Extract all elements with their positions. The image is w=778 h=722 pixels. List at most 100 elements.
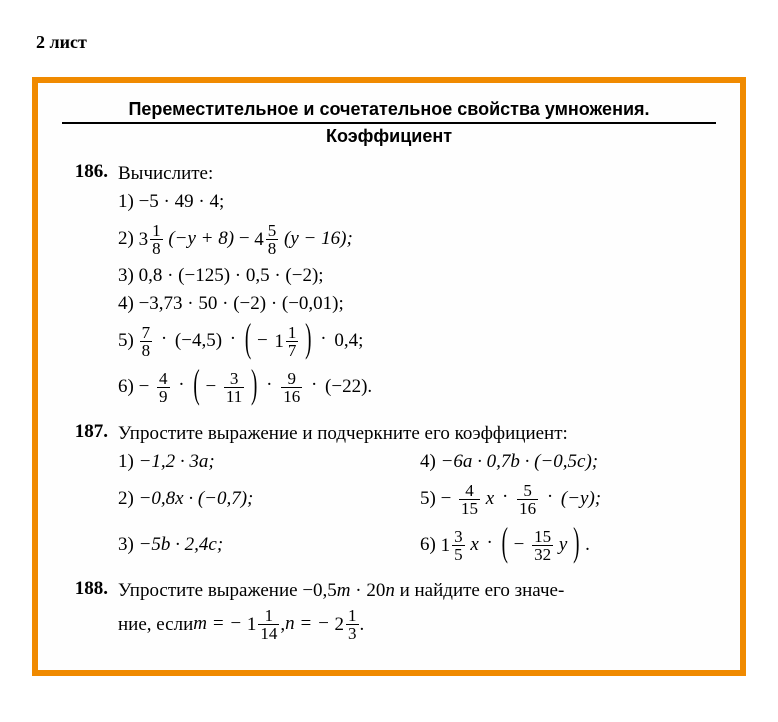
mixed-number: 4 5 8	[254, 222, 279, 257]
item-expression: − 4 15 x · 5 16	[441, 482, 602, 517]
item-label: 4)	[118, 293, 134, 316]
content-frame: Переместительное и сочетательное свойств…	[32, 77, 746, 676]
item-expression: −5 · 49 · 4;	[139, 191, 225, 214]
item-6: 6) − 4 9 · ( − 3 11	[118, 367, 722, 409]
item-4: 4) −6a · 0,7b · (−0,5c);	[420, 450, 722, 474]
minus-sign: −	[441, 488, 454, 511]
denominator: 9	[157, 388, 170, 405]
paren-group: (−4,5)	[175, 330, 222, 351]
equation-m: m = − 1 1 14	[193, 607, 280, 642]
mixed-number: 1 1 7	[274, 324, 299, 359]
problem-186: 186. Вычислите: 1) −5 · 49 · 4; 2) 3	[56, 161, 722, 413]
denominator: 15	[459, 500, 480, 517]
item-3: 3) −5b · 2,4c;	[118, 524, 420, 566]
problem-body: Упростите выражение и подчеркните его ко…	[118, 421, 722, 571]
page: 2 лист Переместительное и сочетательное …	[0, 0, 778, 700]
text-fragment: Упростите выражение −0,5	[118, 580, 337, 601]
item-2: 2) 3 1 8 (−y + 8) −	[118, 219, 722, 261]
problem-number: 187.	[56, 421, 118, 443]
fraction: 15 32	[532, 528, 553, 563]
item-2: 2) −0,8x · (−0,7);	[118, 478, 420, 520]
text-fragment: ние, если	[118, 612, 193, 638]
mixed-number: 3 1 8	[139, 222, 164, 257]
numerator: 3	[452, 528, 465, 546]
left-paren-icon: (	[245, 318, 251, 366]
problem-prompt: Вычислите:	[118, 161, 722, 187]
numerator: 1	[346, 607, 359, 625]
item-expression: −3,73 · 50 · (−2) · (−0,01);	[139, 293, 344, 316]
fraction: 9 16	[281, 370, 302, 405]
item-expression: 7 8 · (−4,5) · ( − 1 1	[139, 324, 364, 359]
minus-operator: −	[239, 228, 254, 249]
denominator: 8	[266, 240, 279, 257]
denominator: 3	[346, 625, 359, 642]
minus-sign: −	[139, 376, 152, 399]
denominator: 11	[224, 388, 244, 405]
item-4: 4) −3,73 · 50 · (−2) · (−0,01);	[118, 293, 722, 317]
heading-line-1: Переместительное и сочетательное свойств…	[128, 99, 649, 119]
whole-part: 1	[441, 536, 452, 555]
denominator: 5	[452, 546, 465, 563]
numerator: 5	[266, 222, 279, 240]
item-label: 5)	[420, 488, 436, 511]
problem-187: 187. Упростите выражение и подчеркните е…	[56, 421, 722, 571]
dot-operator: ·	[158, 328, 170, 351]
dot-operator: ·	[317, 328, 329, 351]
variable: x	[470, 534, 478, 555]
whole-part: 2	[335, 615, 346, 634]
problem-items-two-col: 1) −1,2 · 3a; 2) −0,8x · (−0,7); 3) −5b …	[118, 446, 722, 570]
denominator: 8	[150, 240, 163, 257]
left-paren-icon: (	[502, 521, 508, 569]
item-expression: −1,2 · 3a;	[139, 451, 215, 474]
numerator: 3	[224, 370, 244, 388]
fraction: 1 14	[258, 607, 279, 642]
mixed-number: 1 3 5	[441, 528, 466, 563]
fraction: 3 5	[452, 528, 465, 563]
problem-body: Вычислите: 1) −5 · 49 · 4; 2) 3 1	[118, 161, 722, 413]
item-3: 3) 0,8 · (−125) · 0,5 · (−2);	[118, 265, 722, 289]
problem-items: 1) −5 · 49 · 4; 2) 3 1 8	[118, 191, 722, 409]
numerator: 5	[517, 482, 538, 500]
denominator: 16	[517, 500, 538, 517]
fraction: 4 15	[459, 482, 480, 517]
fraction: 1 7	[286, 324, 299, 359]
heading-line-2: Коэффициент	[62, 122, 716, 147]
tail-text: .	[585, 534, 590, 555]
item-label: 1)	[118, 191, 134, 214]
fraction: 5 16	[517, 482, 538, 517]
dot-operator: ·	[227, 328, 239, 351]
whole-part: 4	[254, 230, 265, 249]
item-label: 6)	[118, 376, 134, 399]
item-5: 5) 7 8 · (−4,5) · ( − 1	[118, 321, 722, 363]
fraction: 3 11	[224, 370, 244, 405]
mixed-number: 1 1 14	[247, 607, 281, 642]
item-1: 1) −5 · 49 · 4;	[118, 191, 722, 215]
problem-number: 186.	[56, 161, 118, 183]
numerator: 1	[286, 324, 299, 342]
denominator: 7	[286, 342, 299, 359]
item-label: 2)	[118, 228, 134, 251]
variable: m	[337, 580, 351, 601]
left-paren-icon: (	[193, 364, 199, 412]
item-6: 6) 1 3 5 x ·	[420, 524, 722, 566]
numerator: 9	[281, 370, 302, 388]
item-label: 3)	[118, 265, 134, 288]
denominator: 16	[281, 388, 302, 405]
numerator: 4	[459, 482, 480, 500]
paren-group: (y − 16);	[284, 228, 353, 249]
item-expression: 3 1 8 (−y + 8) − 4	[139, 222, 353, 257]
problem-text-line-1: Упростите выражение −0,5m · 20n и найдит…	[118, 578, 722, 604]
dot-operator: ·	[175, 374, 187, 397]
dot-operator: ·	[484, 532, 496, 555]
text-fragment: 20	[366, 580, 385, 601]
equation-n: n = − 2 1 3	[285, 607, 359, 642]
item-label: 2)	[118, 488, 134, 511]
item-5: 5) − 4 15 x · 5	[420, 478, 722, 520]
item-expression: 1 3 5 x · ( −	[441, 528, 590, 563]
numerator: 1	[258, 607, 279, 625]
item-expression: −0,8x · (−0,7);	[139, 488, 254, 511]
item-expression: 0,8 · (−125) · 0,5 · (−2);	[139, 265, 324, 288]
dot-operator: ·	[263, 374, 275, 397]
numerator: 1	[150, 222, 163, 240]
whole-part: 1	[247, 615, 258, 634]
